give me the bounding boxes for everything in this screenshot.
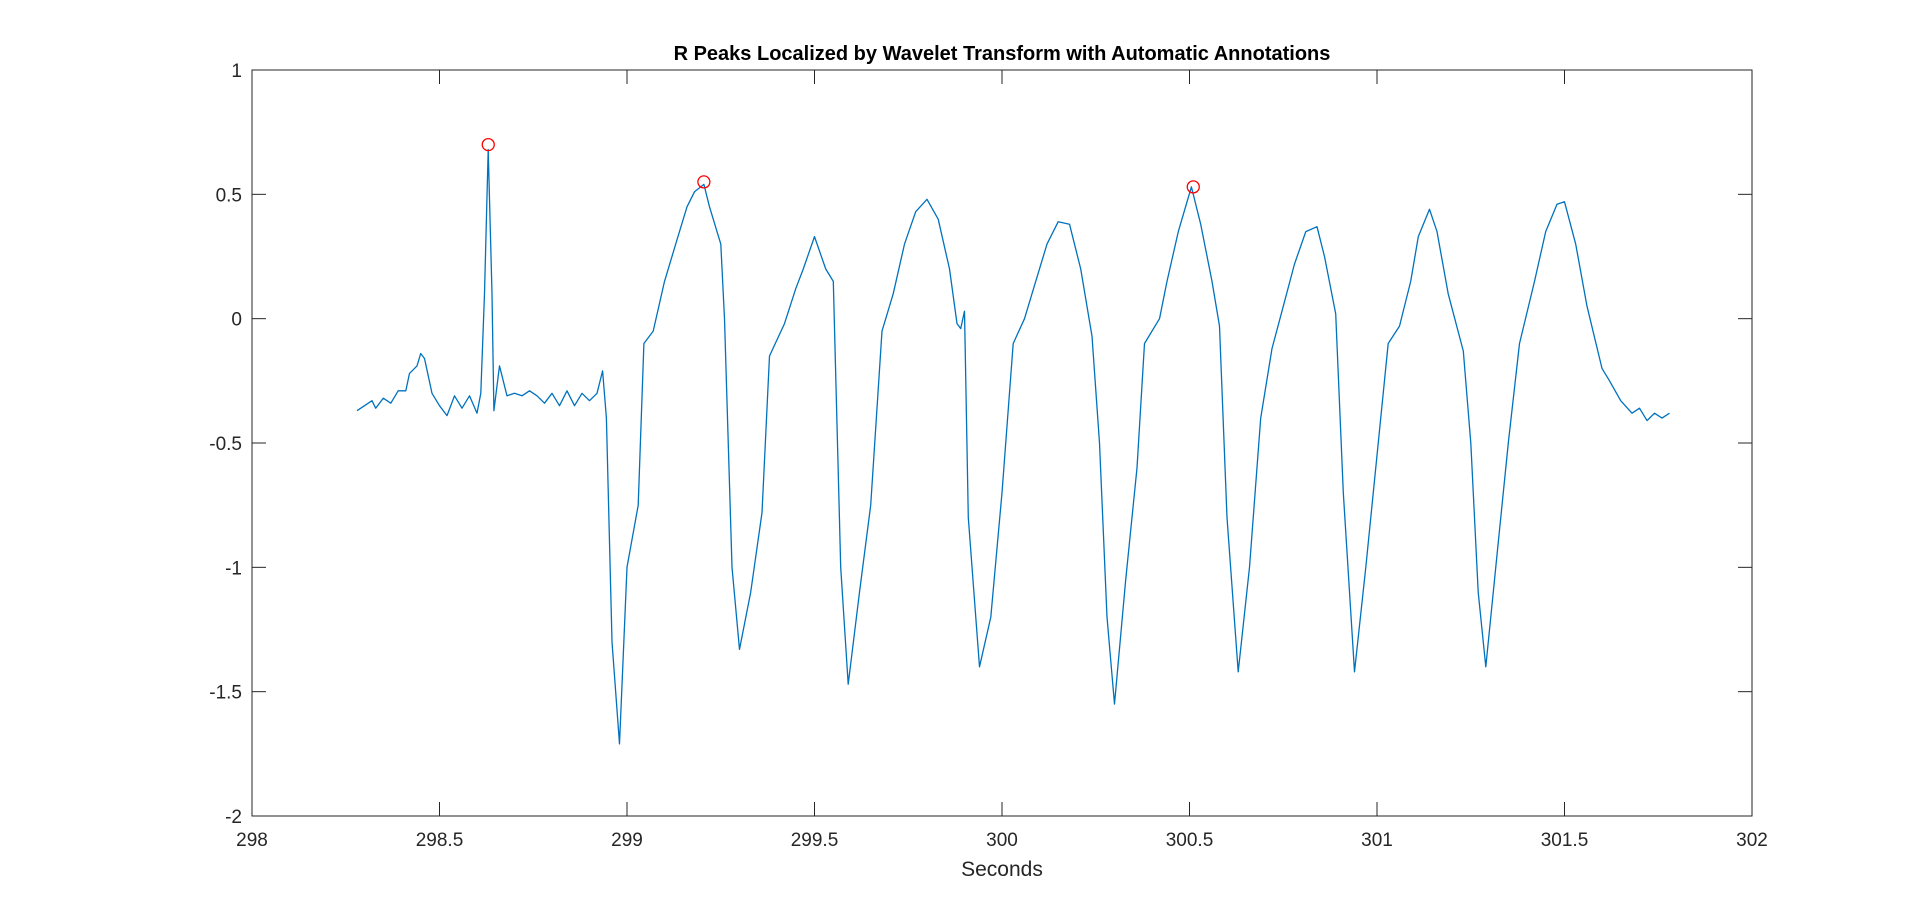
series-layer [356,137,1670,745]
x-tick-label: 299 [611,830,643,851]
x-tick-label: 298 [236,830,268,851]
x-tick-label: 300 [986,830,1018,851]
r-peak-marker [481,137,495,152]
y-tick-label: -1 [225,558,242,579]
x-tick-label: 301 [1361,830,1393,851]
y-axis-ticks: -2 -1.5 -1 -0.5 0 0.5 1 [209,61,1752,828]
x-tick-label: 302 [1736,830,1768,851]
y-tick-label: 0 [231,310,242,331]
x-tick-label: 298.5 [416,830,464,851]
chart-title: R Peaks Localized by Wavelet Transform w… [674,43,1331,65]
plot-area [251,69,1753,817]
y-tick-label: -2 [225,807,242,828]
x-tick-label: 301.5 [1541,830,1589,851]
y-tick-label: -0.5 [209,434,242,455]
y-tick-label: 1 [231,61,242,82]
y-tick-label: -1.5 [209,683,242,704]
x-tick-label: 300.5 [1166,830,1214,851]
x-tick-label: 299.5 [791,830,839,851]
y-tick-label: 0.5 [216,185,242,206]
r-peak-marker [1186,180,1200,194]
x-axis-ticks: 298 298.5 299 299.5 300 300.5 301 301.5 302 [236,70,1768,851]
r-peak-marker [697,175,711,189]
ecg-signal-line [356,148,1670,745]
x-axis-label: Seconds [961,858,1043,881]
